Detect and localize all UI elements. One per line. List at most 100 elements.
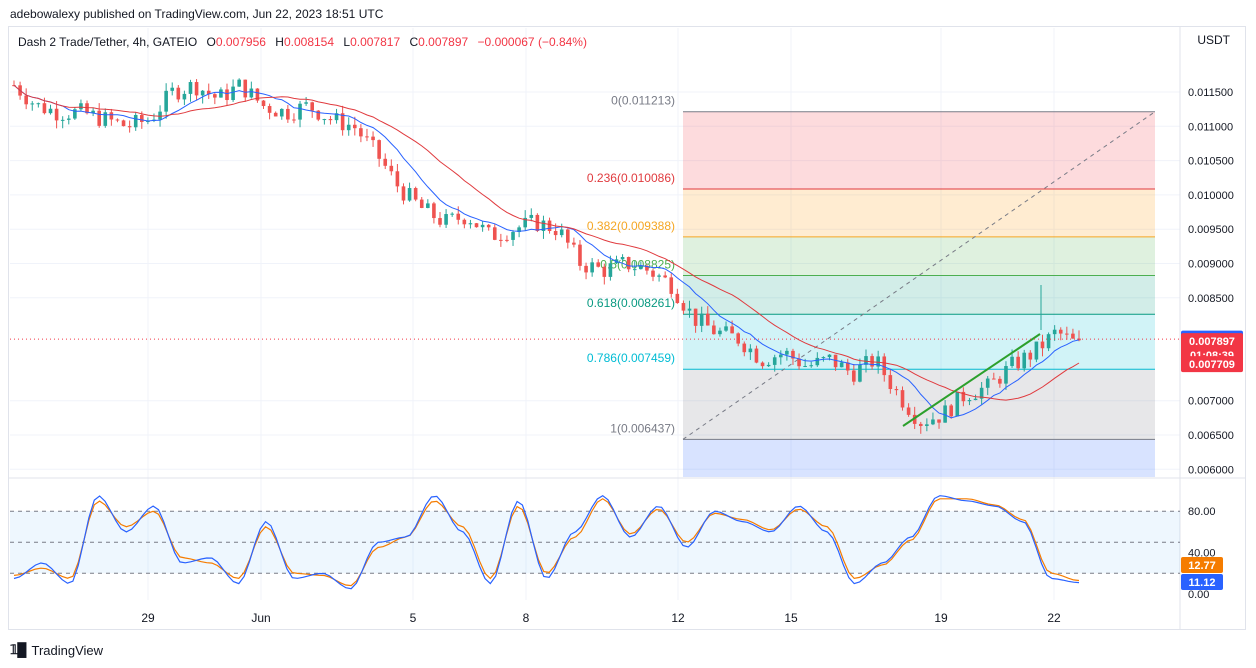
candle-body <box>158 111 162 120</box>
candle-body <box>219 89 223 98</box>
fib-level-label: 0.382(0.009388) <box>587 219 675 233</box>
ma-fast-line <box>13 84 1080 419</box>
candle-body <box>54 108 59 121</box>
candle-body <box>845 362 850 371</box>
candle-body <box>937 419 941 423</box>
time-tick-label: 19 <box>934 611 948 625</box>
candle-body <box>632 269 637 271</box>
fib-level-label: 0.236(0.010086) <box>587 171 675 185</box>
candle-body <box>675 293 680 304</box>
fib-level-label: 0.5(0.008825) <box>600 258 675 272</box>
candle-body <box>608 263 613 277</box>
time-tick-label: 12 <box>671 611 685 625</box>
candle-body <box>292 119 296 121</box>
time-tick-label: 29 <box>141 611 155 625</box>
price-tick-label: 0.008500 <box>1188 293 1234 305</box>
osc-tick-label: 80.00 <box>1188 506 1216 518</box>
time-tick-label: 8 <box>523 611 530 625</box>
candle-body <box>164 90 168 112</box>
low-label: L <box>343 35 351 49</box>
candle-body <box>371 136 375 141</box>
candle-body <box>97 110 101 126</box>
candle-body <box>395 171 400 187</box>
candle-body <box>949 405 953 417</box>
candle-body <box>578 244 582 266</box>
candle-body <box>450 213 454 215</box>
candle-body <box>693 308 698 326</box>
candle-body <box>261 100 266 107</box>
candle-body <box>529 214 534 218</box>
fib-level-label: 0.786(0.007459) <box>587 351 675 365</box>
price-tick-label: 0.007000 <box>1188 396 1234 408</box>
candle-body <box>206 90 211 95</box>
candle-body <box>438 218 442 225</box>
candle-body <box>249 88 254 98</box>
candle-body <box>620 257 625 260</box>
candle-body <box>407 188 412 201</box>
candle-body <box>541 220 546 231</box>
candle-body <box>785 350 789 355</box>
osc-blue-badge <box>1181 574 1223 590</box>
candle-body <box>273 112 278 117</box>
candle-body <box>657 275 661 277</box>
candle-body <box>791 350 795 359</box>
candle-body <box>1028 352 1033 360</box>
candle-body <box>176 87 181 100</box>
candle-body <box>967 400 972 402</box>
brand-name: TradingView <box>31 642 104 658</box>
price-tick-label: 0.006000 <box>1188 464 1234 476</box>
candle-body <box>213 94 217 98</box>
candle-body <box>103 112 108 126</box>
candle-body <box>115 119 120 121</box>
candle-body <box>511 232 515 240</box>
candle-body <box>870 356 874 367</box>
candle-body <box>121 120 126 127</box>
candle-body <box>42 103 47 114</box>
candle-body <box>992 378 996 380</box>
candle-body <box>742 343 747 353</box>
candle-body <box>687 308 692 311</box>
price-tick-label: 0.009500 <box>1188 224 1234 236</box>
open-value: 0.007956 <box>215 35 266 49</box>
candle-body <box>894 389 899 391</box>
candle-body <box>639 265 643 270</box>
candle-body <box>127 126 132 128</box>
candle-body <box>1046 334 1051 349</box>
last-price-badge-text: 0.007897 <box>1189 336 1235 348</box>
candle-body <box>359 128 363 137</box>
candle-body <box>566 229 570 243</box>
fib-level-label: 0(0.011213) <box>611 94 675 108</box>
candle-body <box>1058 329 1063 334</box>
candle-body <box>237 79 241 87</box>
candle-body <box>231 86 235 101</box>
currency-unit: USDT <box>1197 33 1230 47</box>
price-tick-label: 0.006500 <box>1188 430 1234 442</box>
osc-blue-text: 11.12 <box>1189 577 1216 589</box>
stoch-k-line <box>13 494 1080 590</box>
time-tick-label: Jun <box>251 611 270 625</box>
high-label: H <box>275 35 284 49</box>
candle-body <box>523 217 527 228</box>
fib-band <box>683 111 1155 190</box>
close-value: 0.007897 <box>418 35 469 49</box>
candle-body <box>979 387 984 399</box>
ma-price-badge-text: 0.007709 <box>1189 359 1235 371</box>
candle-body <box>419 199 424 208</box>
candle-body <box>279 108 284 117</box>
candle-body <box>553 230 558 236</box>
candle-body <box>766 364 771 367</box>
price-tick-label: 0.011000 <box>1188 121 1233 133</box>
candle-body <box>1022 352 1027 369</box>
candle-body <box>225 89 229 101</box>
candle-body <box>109 112 114 120</box>
change-value: −0.000067 (−0.84%) <box>477 35 587 49</box>
candle-body <box>724 326 728 331</box>
candle-body <box>754 348 759 363</box>
candle-body <box>925 424 929 427</box>
candle-body <box>286 108 290 120</box>
osc-orange-badge <box>1181 557 1223 573</box>
candle-body <box>760 362 765 367</box>
high-value: 0.008154 <box>283 35 335 49</box>
candle-body <box>304 102 308 104</box>
